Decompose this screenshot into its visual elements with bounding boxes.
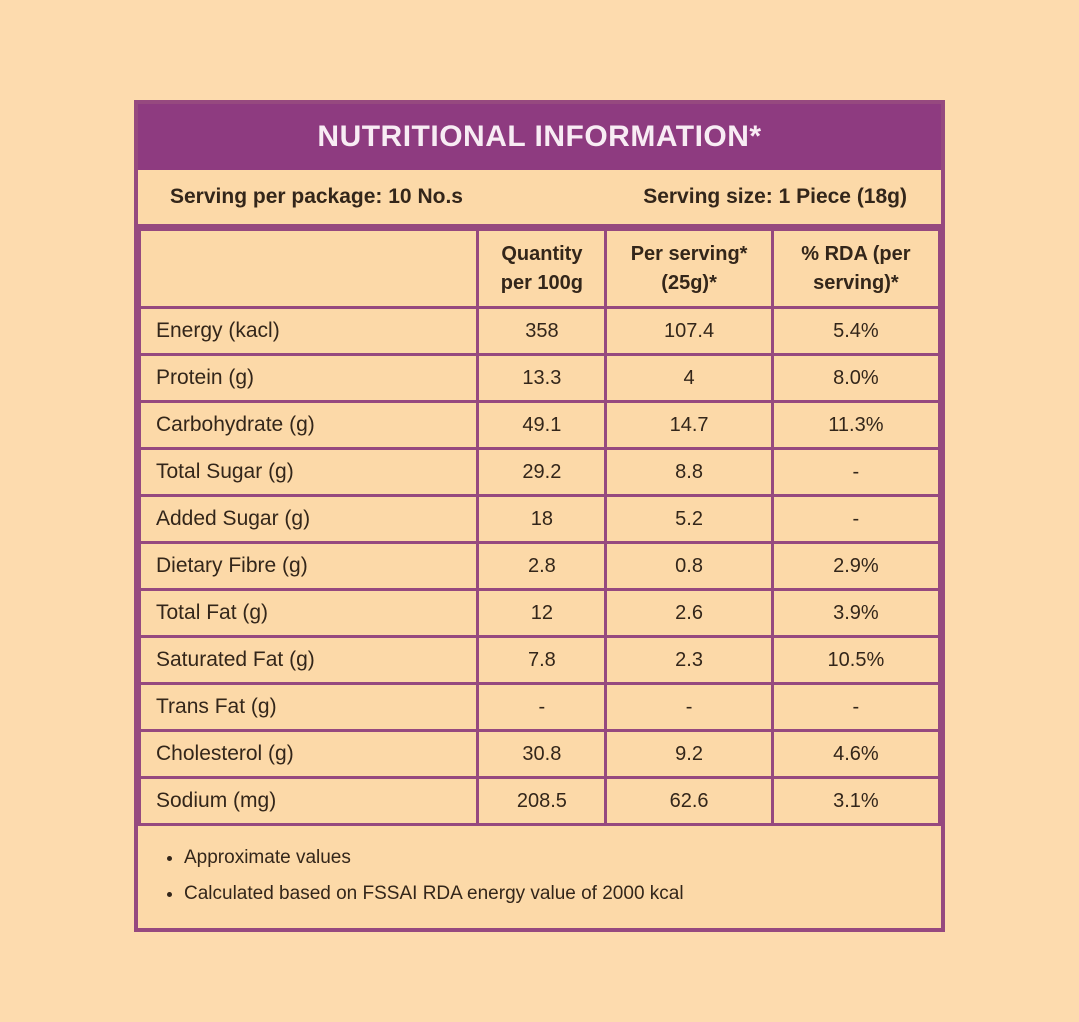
value-per-100g: 12 (476, 588, 608, 638)
value-rda: 5.4% (770, 306, 942, 356)
value-per-serving: 107.4 (604, 306, 774, 356)
nutrition-table: Quantity per 100g Per serving* (25g)* % … (137, 228, 942, 826)
value-per-serving: 62.6 (604, 776, 774, 826)
table-row: Dietary Fibre (g) 2.8 0.8 2.9% (137, 541, 942, 591)
value-rda: 4.6% (770, 729, 942, 779)
value-per-100g: 208.5 (476, 776, 608, 826)
header-nutrient (137, 228, 480, 309)
panel-title-bar: NUTRITIONAL INFORMATION* (138, 104, 941, 170)
value-per-serving: 8.8 (604, 447, 774, 497)
value-rda: 2.9% (770, 541, 942, 591)
table-row: Cholesterol (g) 30.8 9.2 4.6% (137, 729, 942, 779)
table-row: Sodium (mg) 208.5 62.6 3.1% (137, 776, 942, 826)
value-per-100g: 358 (476, 306, 608, 356)
footnotes-section: Approximate valuesCalculated based on FS… (138, 826, 941, 929)
value-rda: 3.1% (770, 776, 942, 826)
value-per-100g: 29.2 (476, 447, 608, 497)
table-row: Saturated Fat (g) 7.8 2.3 10.5% (137, 635, 942, 685)
table-row: Protein (g) 13.3 4 8.0% (137, 353, 942, 403)
value-per-serving: 14.7 (604, 400, 774, 450)
value-per-100g: 18 (476, 494, 608, 544)
value-rda: - (770, 447, 942, 497)
value-rda: - (770, 494, 942, 544)
table-row: Carbohydrate (g) 49.1 14.7 11.3% (137, 400, 942, 450)
row-label: Energy (kacl) (137, 306, 480, 356)
value-rda: 8.0% (770, 353, 942, 403)
serving-per-package: Serving per package: 10 No.s (170, 185, 463, 208)
value-per-100g: 13.3 (476, 353, 608, 403)
row-label: Trans Fat (g) (137, 682, 480, 732)
table-row: Energy (kacl) 358 107.4 5.4% (137, 306, 942, 356)
table-header-row: Quantity per 100g Per serving* (25g)* % … (137, 228, 942, 309)
table-row: Added Sugar (g) 18 5.2- (137, 494, 942, 544)
row-label: Saturated Fat (g) (137, 635, 480, 685)
value-per-100g: 49.1 (476, 400, 608, 450)
value-rda: 3.9% (770, 588, 942, 638)
value-per-serving: 2.6 (604, 588, 774, 638)
table-row: Total Sugar (g) 29.2 8.8- (137, 447, 942, 497)
value-per-100g: 30.8 (476, 729, 608, 779)
footnote-item: Calculated based on FSSAI RDA energy val… (184, 876, 941, 912)
value-per-serving: 5.2 (604, 494, 774, 544)
row-label: Dietary Fibre (g) (137, 541, 480, 591)
row-label: Sodium (mg) (137, 776, 480, 826)
header-rda: % RDA (per serving)* (770, 228, 942, 309)
value-rda: 11.3% (770, 400, 942, 450)
row-label: Added Sugar (g) (137, 494, 480, 544)
value-per-serving: 0.8 (604, 541, 774, 591)
value-rda: 10.5% (770, 635, 942, 685)
row-label: Protein (g) (137, 353, 480, 403)
table-row: Trans Fat (g) - - - (137, 682, 942, 732)
panel-title: NUTRITIONAL INFORMATION* (317, 120, 762, 153)
row-label: Total Fat (g) (137, 588, 480, 638)
footnote-list: Approximate valuesCalculated based on FS… (162, 840, 941, 912)
row-label: Carbohydrate (g) (137, 400, 480, 450)
value-per-serving: - (604, 682, 774, 732)
header-quantity-per-100g: Quantity per 100g (476, 228, 608, 309)
value-per-serving: 2.3 (604, 635, 774, 685)
value-rda: - (770, 682, 942, 732)
row-label: Cholesterol (g) (137, 729, 480, 779)
serving-info-row: Serving per package: 10 No.s Serving siz… (138, 170, 941, 228)
row-label: Total Sugar (g) (137, 447, 480, 497)
nutrition-panel: NUTRITIONAL INFORMATION* Serving per pac… (134, 100, 945, 933)
value-per-serving: 4 (604, 353, 774, 403)
serving-size: Serving size: 1 Piece (18g) (643, 185, 907, 208)
value-per-100g: 2.8 (476, 541, 608, 591)
header-per-serving: Per serving* (25g)* (604, 228, 774, 309)
value-per-100g: - (476, 682, 608, 732)
value-per-serving: 9.2 (604, 729, 774, 779)
table-row: Total Fat (g) 12 2.6 3.9% (137, 588, 942, 638)
value-per-100g: 7.8 (476, 635, 608, 685)
footnote-item: Approximate values (184, 840, 941, 876)
